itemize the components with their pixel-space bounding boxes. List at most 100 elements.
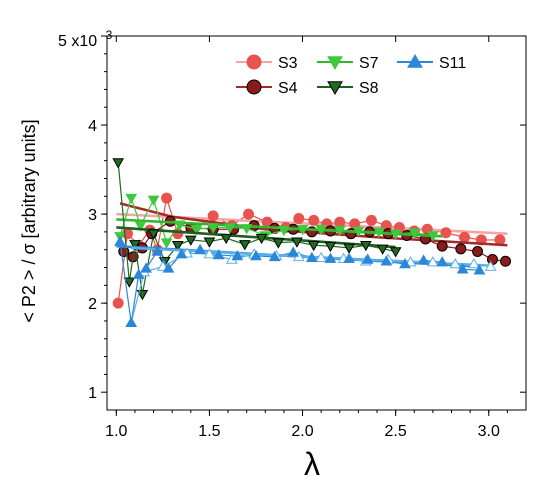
y-scale-label: 5 x10 -3 [58, 28, 113, 50]
legend-marker [246, 79, 262, 95]
data-point-open [427, 256, 439, 267]
data-point [112, 158, 125, 169]
data-point [255, 233, 268, 245]
legend-label: S7 [359, 55, 379, 72]
y-tick-label: 4 [88, 118, 97, 135]
y-tick-label: 1 [88, 385, 97, 402]
data-point [473, 264, 486, 275]
x-tick-label: 2.0 [291, 423, 313, 440]
data-point [207, 223, 220, 234]
data-point [343, 252, 355, 263]
y-axis-title: < P2 > / σ [arbitrary units] [19, 119, 39, 322]
legend-label: S11 [439, 55, 466, 72]
data-point [436, 240, 448, 252]
data-point [389, 229, 402, 240]
data-point [220, 233, 233, 245]
data-point [125, 316, 138, 327]
data-point [417, 254, 430, 265]
data-point [361, 253, 374, 264]
data-point [324, 241, 337, 253]
legend-marker [327, 81, 343, 96]
data-point [278, 225, 290, 237]
data-point [173, 220, 186, 231]
data-point [293, 213, 305, 225]
data-point [291, 237, 303, 248]
data-point [455, 243, 467, 255]
data-point [161, 192, 173, 204]
legend: S3 S4 S7 S8 S11 [236, 53, 466, 97]
data-point [376, 244, 389, 255]
data-point-open [484, 260, 497, 271]
data-point [129, 240, 141, 251]
data-point [486, 254, 498, 266]
data-point [427, 231, 439, 242]
series-s11 [114, 235, 497, 327]
data-point [147, 195, 160, 206]
data-point [440, 227, 452, 239]
legend-label: S4 [278, 80, 298, 97]
data-point [373, 227, 385, 238]
legend-item-s11: S11 [397, 53, 466, 72]
y-tick-label: 3 [88, 207, 97, 224]
data-point [459, 231, 471, 243]
data-point [112, 297, 124, 309]
data-point [114, 235, 126, 246]
data-point [132, 268, 145, 279]
legend-item-s7: S7 [317, 55, 379, 72]
data-point [272, 238, 285, 249]
data-point [305, 251, 318, 262]
data-point [472, 245, 484, 257]
data-point [436, 256, 449, 267]
data-point [315, 224, 328, 236]
y-axis: 1 2 3 4 [88, 35, 526, 402]
data-point [334, 216, 346, 228]
data-point [365, 214, 377, 226]
data-point [287, 246, 300, 257]
data-point [136, 289, 149, 301]
data-point [408, 228, 421, 239]
plot-frame [106, 35, 527, 411]
y-tick-label: 2 [88, 296, 97, 313]
data-point [207, 210, 219, 222]
x-tick-label: 2.5 [385, 423, 407, 440]
data-point [359, 241, 372, 252]
data-point [125, 193, 138, 205]
data-point [162, 262, 175, 273]
data-point [343, 243, 355, 254]
data-point-open [467, 257, 480, 269]
data-point-open [203, 248, 216, 259]
data-point [308, 214, 320, 226]
data-point [172, 228, 184, 240]
data-point [231, 249, 244, 261]
data-point [134, 221, 147, 232]
data-point [240, 224, 253, 235]
series-s8 [112, 158, 402, 301]
legend-item-s8: S8 [317, 80, 379, 97]
data-point [184, 235, 197, 246]
legend-label: S3 [278, 55, 298, 72]
legend-marker [407, 53, 423, 68]
data-point [194, 243, 206, 254]
data-point [307, 241, 320, 252]
data-point [140, 262, 152, 273]
data-point [380, 255, 393, 266]
data-point [352, 226, 365, 238]
data-point [175, 248, 188, 259]
legend-marker [246, 54, 262, 70]
data-point [243, 208, 255, 220]
data-point [389, 247, 402, 258]
data-point [212, 249, 225, 260]
data-point [171, 241, 184, 252]
data-point [160, 238, 173, 249]
data-point [333, 225, 346, 237]
data-point [147, 229, 160, 240]
data-point [324, 252, 337, 263]
x-axis-title: λ [304, 446, 320, 482]
x-axis: 1.0 1.5 2.0 2.5 3.0 [105, 36, 508, 440]
data-point [224, 223, 236, 234]
data-point [268, 250, 281, 262]
data-point [456, 263, 469, 274]
data-point [123, 277, 136, 288]
legend-marker [327, 56, 343, 71]
